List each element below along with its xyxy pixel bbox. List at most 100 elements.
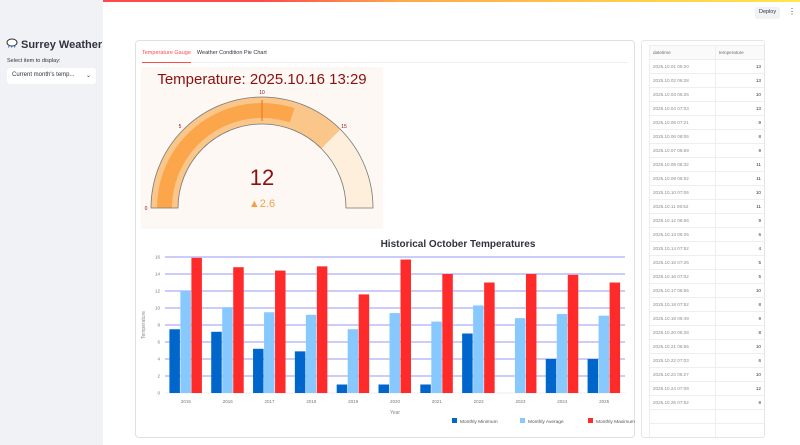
bar-monthly-average[interactable] bbox=[389, 313, 401, 393]
y-tick-label: 16 bbox=[155, 255, 161, 260]
deploy-button[interactable]: Deploy bbox=[755, 7, 781, 19]
tab-temperature-gauge[interactable]: Temperature Gauge bbox=[142, 49, 191, 63]
table-row: 2025.10.24 07:09 12 bbox=[649, 381, 764, 396]
bar-monthly-average[interactable] bbox=[222, 307, 233, 393]
bar-monthly-minimum[interactable] bbox=[336, 384, 348, 394]
select-label: Select item to display: bbox=[7, 58, 61, 64]
cell-datetime: 2025.10.04 07:03 bbox=[649, 101, 716, 116]
bar-monthly-average[interactable] bbox=[556, 313, 568, 393]
cell-temperature: 9 bbox=[714, 143, 764, 158]
cell-temperature: 9 bbox=[714, 115, 764, 130]
x-tick-label: 2022 bbox=[474, 399, 485, 404]
bar-monthly-maximum[interactable] bbox=[358, 294, 370, 393]
x-tick-label: 2019 bbox=[348, 399, 359, 404]
x-tick-label: 2025 bbox=[599, 399, 610, 404]
legend-swatch bbox=[588, 418, 593, 423]
chevron-down-icon: ⌄ bbox=[85, 73, 91, 79]
bar-monthly-minimum[interactable] bbox=[545, 359, 557, 393]
tab-container: Temperature Gauge Weather Condition Pie … bbox=[135, 40, 635, 438]
gauge-step-high bbox=[321, 129, 373, 208]
temperature-table[interactable]: datetime temperature 2025.10.01 05:20 13 202… bbox=[641, 40, 765, 438]
table-row: 2025.10.16 07:02 5 bbox=[649, 269, 764, 284]
bar-monthly-average[interactable] bbox=[473, 305, 484, 393]
cell-temperature: 8 bbox=[714, 297, 764, 312]
cell-datetime: 2025.10.05 07:21 bbox=[649, 115, 716, 130]
y-tick-label: 14 bbox=[155, 272, 161, 277]
column-header-datetime[interactable]: datetime bbox=[649, 45, 716, 60]
cell-temperature: 13 bbox=[714, 59, 764, 74]
gauge-title: Temperature: 2025.10.16 13:29 bbox=[157, 71, 366, 88]
table-row: 2025.10.12 06:56 9 bbox=[649, 213, 764, 228]
table-row: 2025.10.13 06:26 6 bbox=[649, 227, 764, 242]
bar-monthly-maximum[interactable] bbox=[400, 259, 412, 393]
table-row: 2025.10.09 06:52 11 bbox=[649, 171, 764, 186]
table-row: 2025.10.20 06:28 8 bbox=[649, 325, 764, 340]
bar-monthly-minimum[interactable] bbox=[169, 329, 180, 393]
bar-monthly-maximum[interactable] bbox=[233, 267, 244, 393]
gauge-tick-label: 15 bbox=[341, 124, 347, 130]
y-tick-label: 12 bbox=[155, 289, 161, 294]
bar-monthly-average[interactable] bbox=[598, 315, 610, 393]
cell-datetime: 2025.10.25 07:52 bbox=[649, 395, 716, 410]
bar-monthly-maximum[interactable] bbox=[316, 266, 328, 393]
bar-monthly-minimum[interactable] bbox=[462, 333, 473, 394]
bar-monthly-minimum[interactable] bbox=[587, 359, 599, 393]
bar-monthly-maximum[interactable] bbox=[275, 270, 286, 393]
table-row: 2025.10.06 08:06 8 bbox=[649, 129, 764, 144]
legend-label[interactable]: Monthly Maximum bbox=[596, 419, 635, 425]
gauge-value-bar bbox=[157, 102, 295, 208]
legend-label[interactable]: Monthly Minimum bbox=[460, 419, 498, 425]
gauge-tick-label: 10 bbox=[259, 90, 265, 96]
bar-monthly-minimum[interactable] bbox=[211, 331, 222, 393]
cell-temperature: 5 bbox=[714, 255, 764, 270]
main-menu-icon[interactable]: ⋮ bbox=[788, 7, 796, 16]
x-tick-label: 2020 bbox=[390, 399, 401, 404]
table-row: 2025.10.17 06:56 10 bbox=[649, 283, 764, 298]
tab-weather-pie-chart[interactable]: Weather Condition Pie Chart bbox=[196, 50, 267, 56]
bar-monthly-maximum[interactable] bbox=[191, 257, 202, 393]
cell-temperature: 8 bbox=[714, 129, 764, 144]
cell-datetime: 2025.10.15 07:26 bbox=[649, 255, 716, 270]
cell-datetime: 2025.10.18 07:52 bbox=[649, 297, 716, 312]
gauge-outline bbox=[150, 96, 374, 209]
bar-monthly-maximum[interactable] bbox=[525, 274, 537, 393]
legend-label[interactable]: Monthly Average bbox=[528, 419, 564, 425]
cell-temperature: 10 bbox=[714, 185, 764, 200]
column-header-temperature[interactable]: temperature bbox=[714, 45, 764, 60]
y-tick-label: 4 bbox=[157, 357, 160, 362]
x-tick-label: 2016 bbox=[223, 399, 234, 404]
cell-datetime: 2025.10.11 06:52 bbox=[649, 199, 716, 214]
table-row: 2025.10.08 06:32 11 bbox=[649, 157, 764, 172]
cell-datetime: 2025.10.20 06:28 bbox=[649, 325, 716, 340]
item-select[interactable]: Current month's temp... ⌄ bbox=[7, 68, 96, 84]
bar-monthly-average[interactable] bbox=[431, 321, 442, 393]
bar-monthly-average[interactable] bbox=[514, 318, 526, 393]
bar-monthly-average[interactable] bbox=[305, 314, 317, 393]
bar-monthly-minimum[interactable] bbox=[420, 384, 431, 394]
cell-temperature: 11 bbox=[714, 199, 764, 214]
x-tick-label: 2015 bbox=[181, 399, 192, 404]
y-tick-label: 8 bbox=[157, 323, 160, 328]
table-row: 2025.10.01 05:20 13 bbox=[649, 59, 764, 74]
cell-temperature: 8 bbox=[714, 325, 764, 340]
empty-row bbox=[649, 423, 764, 437]
bar-monthly-average[interactable] bbox=[264, 312, 275, 393]
bar-monthly-maximum[interactable] bbox=[484, 282, 495, 394]
cell-datetime: 2025.10.19 06:49 bbox=[649, 311, 716, 326]
bar-monthly-minimum[interactable] bbox=[253, 348, 264, 393]
bar-monthly-minimum[interactable] bbox=[378, 384, 390, 394]
bar-monthly-maximum[interactable] bbox=[442, 274, 453, 393]
y-axis-label: Temperature bbox=[141, 311, 147, 339]
bar-monthly-maximum[interactable] bbox=[567, 274, 579, 393]
bar-monthly-average[interactable] bbox=[180, 291, 191, 393]
table-row: 2025.10.04 07:03 13 bbox=[649, 101, 764, 116]
cell-datetime: 2025.10.24 07:09 bbox=[649, 381, 716, 396]
cell-temperature: 8 bbox=[714, 395, 764, 410]
historical-temperature-chart: Historical October Temperatures Temperat… bbox=[141, 239, 635, 425]
bar-monthly-average[interactable] bbox=[347, 329, 359, 393]
bar-monthly-minimum[interactable] bbox=[294, 351, 306, 393]
cell-temperature: 9 bbox=[714, 311, 764, 326]
table-row: 2025.10.15 07:26 5 bbox=[649, 255, 764, 270]
empty-row bbox=[649, 409, 764, 424]
bar-monthly-maximum[interactable] bbox=[609, 282, 621, 394]
